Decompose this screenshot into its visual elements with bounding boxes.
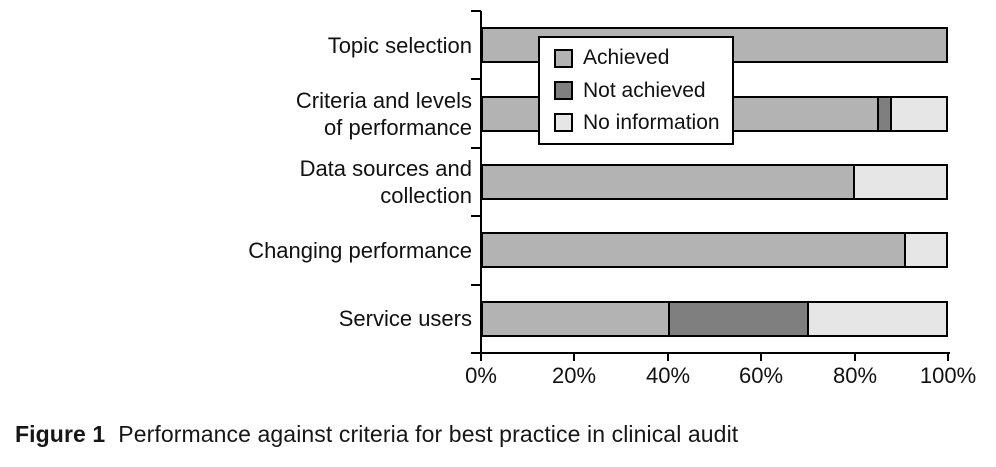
figure-caption: Figure 1 Performance against criteria for… <box>15 421 738 448</box>
category-label-line: Changing performance <box>248 238 472 263</box>
figure-caption-text: Performance against criteria for best pr… <box>118 421 739 447</box>
x-axis-tick <box>573 353 575 361</box>
legend-label-not-achieved: Not achieved <box>583 78 706 102</box>
segment-achieved <box>483 234 905 266</box>
segment-no-information <box>890 98 946 130</box>
y-axis-tick <box>471 215 481 217</box>
legend-swatch-no-information <box>554 113 573 133</box>
category-label-line: Criteria and levels <box>295 88 472 113</box>
legend-swatch-not-achieved <box>554 81 573 100</box>
x-axis-tick-label: 60% <box>738 363 784 388</box>
segment-no-information <box>807 303 946 335</box>
figure-caption-number: Figure 1 <box>15 421 106 447</box>
x-axis-tick-label: 0% <box>465 363 497 388</box>
category-label-data-sources-and-collection: Data sources and collection <box>0 155 472 209</box>
category-label-criteria-and-levels-of-performance: Criteria and levels of performance <box>0 87 472 141</box>
x-axis-tick <box>947 353 949 361</box>
legend-swatch-achieved <box>554 48 573 68</box>
segment-achieved <box>483 303 669 335</box>
y-axis-tick <box>471 10 481 12</box>
legend-item-not-achieved: Not achieved <box>554 79 732 103</box>
category-label-line: Topic selection <box>327 33 472 58</box>
x-axis-tick-label: 40% <box>645 363 691 388</box>
category-label-changing-performance: Changing performance <box>0 237 472 264</box>
y-axis-line <box>480 11 482 353</box>
segment-no-information <box>853 166 946 198</box>
category-label-line: Data sources and <box>299 156 472 181</box>
bar-service-users <box>481 301 948 337</box>
x-axis-tick-label: 20% <box>551 363 597 388</box>
segment-not-achieved <box>876 98 891 130</box>
y-axis-tick <box>471 147 481 149</box>
bar-data-sources-and-collection <box>481 164 948 200</box>
x-axis-tick-label: 80% <box>832 363 878 388</box>
y-axis-tick <box>471 284 481 286</box>
segment-achieved <box>483 166 854 198</box>
legend: Achieved Not achieved No information <box>538 36 734 145</box>
segment-not-achieved <box>668 303 808 335</box>
x-axis-tick <box>760 353 762 361</box>
x-axis-line <box>480 352 950 354</box>
plot-area: Topic selection Criteria and levels of per… <box>0 10 977 388</box>
category-label-line: of performance <box>324 115 472 140</box>
legend-item-achieved: Achieved <box>554 46 732 70</box>
y-axis-tick <box>471 352 481 354</box>
legend-item-no-information: No information <box>554 111 732 135</box>
x-axis-tick <box>480 353 482 361</box>
legend-label-achieved: Achieved <box>583 46 670 70</box>
bar-changing-performance <box>481 232 948 268</box>
x-axis-tick-label: 100% <box>919 363 977 388</box>
segment-no-information <box>904 234 946 266</box>
category-label-service-users: Service users <box>0 305 472 332</box>
category-label-line: Service users <box>338 306 472 331</box>
x-axis-tick <box>854 353 856 361</box>
x-axis-tick <box>667 353 669 361</box>
category-label-line: collection <box>380 183 472 208</box>
legend-label-no-information: No information <box>583 110 720 134</box>
y-axis-tick <box>471 78 481 80</box>
category-label-topic-selection: Topic selection <box>0 32 472 59</box>
